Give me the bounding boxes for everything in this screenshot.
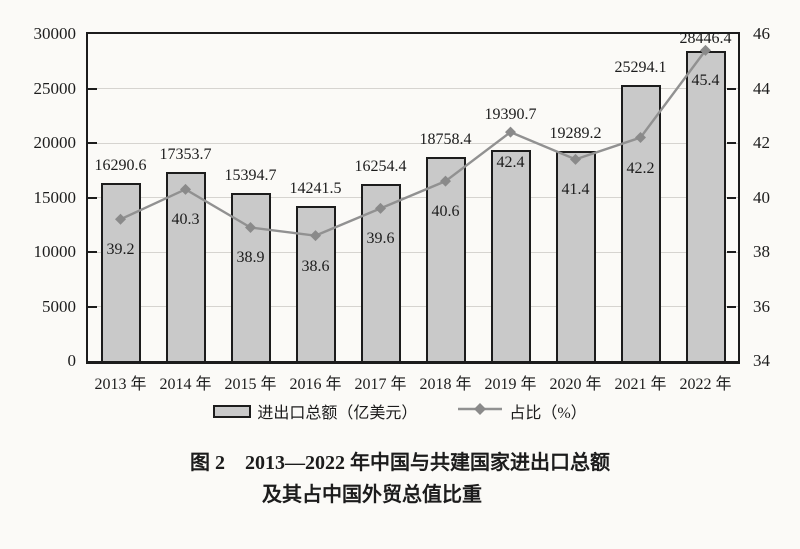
y-axis-right-label: 46	[753, 24, 770, 43]
gridline	[88, 306, 738, 307]
bar	[685, 50, 726, 363]
bar	[230, 193, 271, 363]
bar-value-label: 19289.2	[549, 124, 602, 142]
y-axis-left-tick	[88, 196, 97, 199]
x-axis-label: 2018 年	[419, 376, 472, 393]
y-axis-right-tick	[727, 142, 736, 144]
caption-line1: 图 2 2013—2022 年中国与共建国家进出口总额	[190, 452, 610, 474]
ratio-value-label: 39.2	[106, 241, 135, 259]
ratio-value-label: 45.4	[691, 72, 720, 90]
bar-swatch-icon	[213, 404, 252, 418]
ratio-value-label: 38.6	[301, 257, 330, 275]
x-axis-label: 2013 年	[94, 376, 147, 393]
y-axis-left-label: 30000	[33, 24, 77, 43]
ratio-value-label: 39.6	[366, 230, 395, 248]
y-axis-left-label: 15000	[33, 187, 77, 207]
y-axis-left-label: 25000	[33, 78, 77, 98]
bar-value-label: 17353.7	[159, 145, 212, 163]
bar	[295, 205, 336, 363]
legend-item-line: 占比（%）	[457, 399, 587, 423]
x-axis-label: 2021 年	[614, 376, 667, 393]
y-axis-right-tick	[727, 87, 736, 90]
y-axis-left-tick	[88, 87, 97, 90]
y-axis-right-tick	[727, 305, 736, 308]
bar	[100, 183, 141, 363]
x-axis-label: 2022 年	[679, 376, 732, 393]
y-axis-right-label: 36	[753, 296, 770, 316]
y-axis-right-label: 34	[753, 351, 770, 370]
legend-item-bar: 进出口总额（亿美元）	[213, 399, 417, 423]
x-axis-label: 2019 年	[484, 376, 537, 393]
y-axis-left-tick	[88, 142, 97, 144]
bar	[165, 171, 206, 363]
y-axis-left-label: 5000	[42, 296, 76, 316]
bar-value-label: 18758.4	[419, 130, 472, 148]
bar-value-label: 16254.4	[354, 157, 407, 175]
ratio-value-label: 42.4	[496, 154, 525, 172]
ratio-value-label: 38.9	[236, 249, 265, 267]
legend-bar-label: 进出口总额（亿美元）	[257, 405, 418, 422]
x-axis-label: 2015 年	[224, 376, 277, 393]
bar	[490, 149, 531, 363]
ratio-value-label: 41.4	[561, 181, 590, 199]
bar	[360, 183, 401, 363]
x-axis-label: 2016 年	[289, 376, 342, 393]
y-axis-left-tick	[88, 251, 97, 253]
y-axis-left-label: 20000	[33, 133, 77, 152]
y-axis-right-tick	[727, 251, 736, 253]
y-axis-right-label: 42	[753, 133, 770, 152]
y-axis-left-label: 10000	[33, 242, 77, 261]
x-axis-label: 2014 年	[159, 376, 212, 393]
line-swatch-icon	[457, 402, 503, 421]
bar-value-label: 14241.5	[289, 179, 342, 197]
ratio-value-label: 40.3	[171, 211, 200, 229]
bar	[620, 85, 661, 363]
bar-value-label: 19390.7	[484, 106, 537, 124]
legend-line-label: 占比（%）	[509, 405, 587, 422]
bar-value-label: 28446.4	[679, 30, 732, 47]
gridline	[88, 251, 738, 253]
chart-legend: 进出口总额（亿美元） 占比（%）	[0, 399, 800, 423]
y-axis-left-tick	[88, 305, 97, 308]
y-axis-right-label: 38	[753, 242, 770, 261]
x-axis-label: 2017 年	[354, 376, 407, 393]
y-axis-right-label: 40	[753, 187, 770, 207]
bar	[425, 156, 466, 363]
caption-line2: 及其占中国外贸总值比重	[262, 484, 482, 506]
ratio-value-label: 42.2	[626, 159, 655, 177]
plot-area	[86, 32, 740, 364]
y-axis-left-label: 0	[67, 351, 77, 370]
x-axis-label: 2020 年	[549, 376, 602, 393]
y-axis-right-label: 44	[753, 78, 770, 98]
y-axis-right-tick	[727, 196, 736, 199]
ratio-value-label: 40.6	[431, 203, 460, 221]
figure-caption: 图 2 2013—2022 年中国与共建国家进出口总额 及其占中国外贸总值比重	[0, 447, 800, 511]
